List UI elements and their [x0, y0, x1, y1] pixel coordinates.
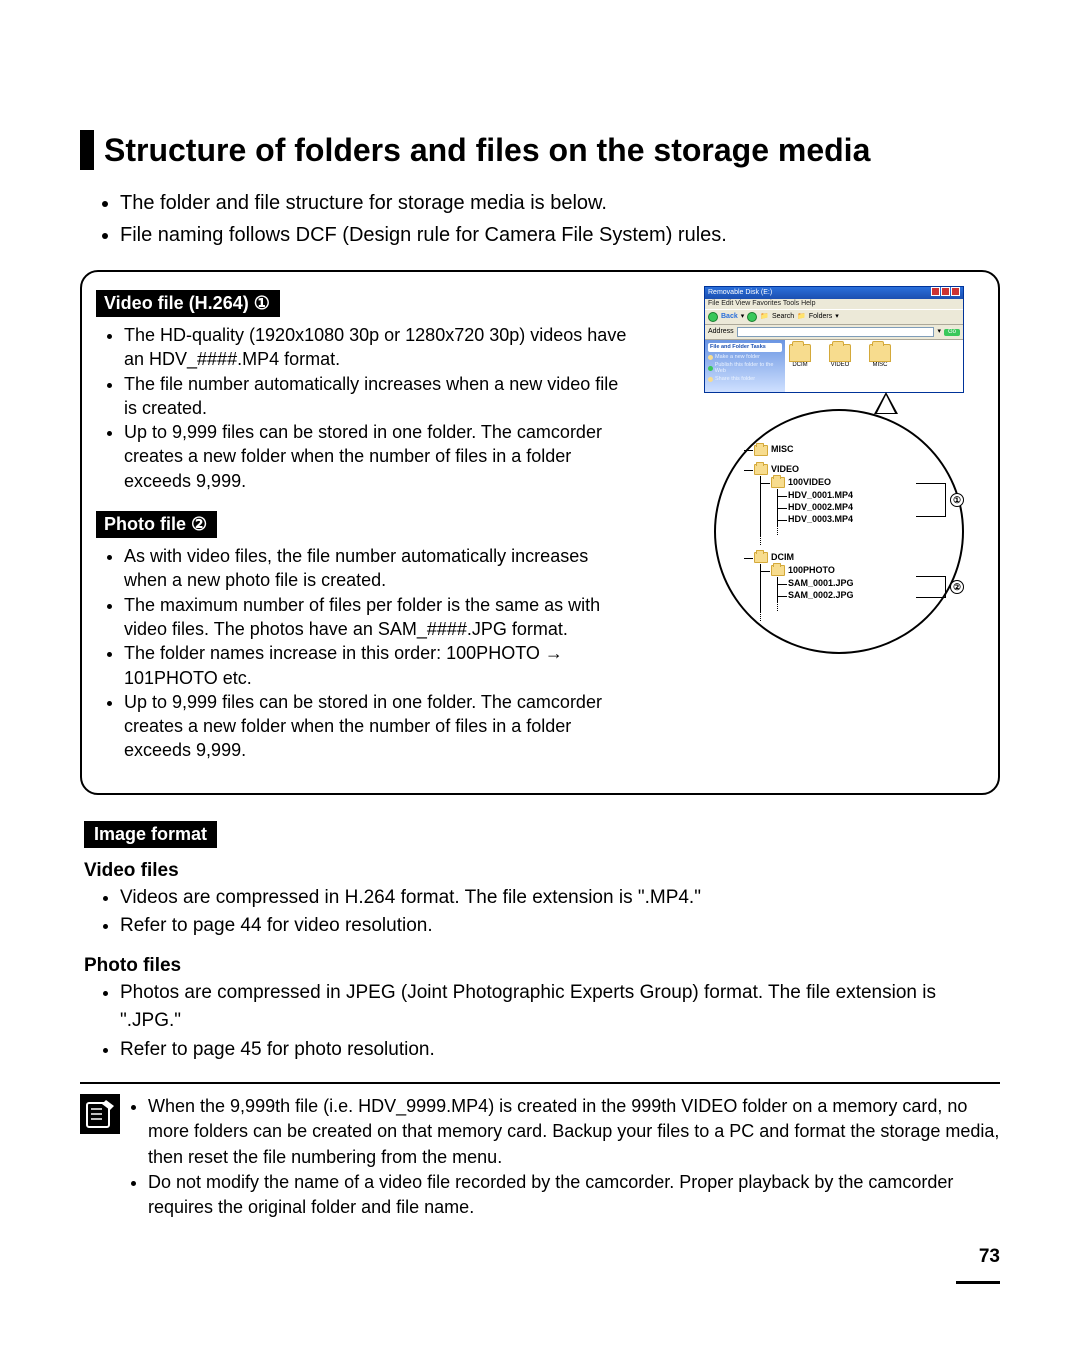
window-buttons	[930, 287, 960, 299]
explorer-content: DCIM VIDEO MISC	[785, 340, 963, 392]
sidebar-item: Publish this folder to the Web	[708, 362, 782, 375]
back-label: Back	[721, 313, 738, 321]
tree-label: 100VIDEO	[788, 477, 831, 487]
callout-marker: ②	[950, 580, 964, 594]
forward-icon	[747, 312, 757, 322]
page-title: Structure of folders and files on the st…	[104, 132, 870, 169]
intro-bullet: File naming follows DCF (Design rule for…	[120, 220, 1000, 250]
search-label: Search	[772, 313, 794, 321]
tree-file: SAM_0002.JPG	[788, 590, 854, 600]
note-item: Do not modify the name of a video file r…	[148, 1170, 1000, 1220]
video-files-head: Video files	[84, 860, 1000, 882]
folders-label: Folders	[809, 313, 832, 321]
address-field	[737, 327, 935, 337]
image-format-label: Image format	[84, 821, 217, 848]
photo-section-list: As with video files, the file number aut…	[124, 544, 636, 763]
note-item: When the 9,999th file (i.e. HDV_9999.MP4…	[148, 1094, 1000, 1170]
tree-file: SAM_0001.JPG	[788, 578, 854, 588]
folder-item: MISC	[869, 344, 891, 388]
callout-bracket	[916, 576, 946, 598]
callout-bracket	[916, 483, 946, 517]
folder-icon	[771, 565, 785, 576]
explorer-window: Removable Disk (E:) File Edit View Favor…	[704, 286, 964, 393]
intro-bullet: The folder and file structure for storag…	[120, 188, 1000, 218]
list-item: The folder names increase in this order:…	[124, 641, 636, 690]
folder-icon	[754, 464, 768, 475]
folder-icon	[829, 344, 851, 362]
list-item: Refer to page 45 for photo resolution.	[120, 1036, 1000, 1065]
list-item: Refer to page 44 for video resolution.	[120, 912, 1000, 941]
title-accent-bar	[80, 130, 94, 170]
folder-icon	[869, 344, 891, 362]
page: Structure of folders and files on the st…	[0, 0, 1080, 1350]
list-item: Videos are compressed in H.264 format. T…	[120, 884, 1000, 913]
callout-marker: ①	[950, 493, 964, 507]
list-item: The maximum number of files per folder i…	[124, 593, 636, 642]
list-item: Photos are compressed in JPEG (Joint Pho…	[120, 979, 1000, 1036]
note-list: When the 9,999th file (i.e. HDV_9999.MP4…	[148, 1094, 1000, 1220]
tree-label: VIDEO	[771, 464, 799, 474]
video-section-list: The HD-quality (1920x1080 30p or 1280x72…	[124, 323, 636, 493]
explorer-title: Removable Disk (E:)	[708, 289, 772, 297]
tree-file: HDV_0003.MP4	[788, 514, 853, 524]
balloon-tail	[874, 392, 898, 414]
folder-icon	[771, 477, 785, 488]
note-separator	[80, 1082, 1000, 1084]
page-number-underline	[956, 1281, 1000, 1284]
folder-icon	[789, 344, 811, 362]
tree-label: MISC	[771, 444, 794, 454]
folder-icon	[754, 552, 768, 563]
folder-item: DCIM	[789, 344, 811, 388]
sidebar-item: Make a new folder	[708, 354, 782, 361]
page-number: 73	[979, 1246, 1000, 1267]
photo-section-label: Photo file ②	[96, 511, 217, 538]
sidebar-item: Share this folder	[708, 376, 782, 383]
tree-balloon: MISC VIDEO 100VIDEO HDV_0001.MP4 HDV_000…	[714, 409, 964, 654]
title-row: Structure of folders and files on the st…	[80, 130, 1000, 170]
list-item: The file number automatically increases …	[124, 372, 636, 421]
video-files-list: Videos are compressed in H.264 format. T…	[120, 884, 1000, 941]
note-row: When the 9,999th file (i.e. HDV_9999.MP4…	[80, 1094, 1000, 1220]
tree-file: HDV_0001.MP4	[788, 490, 853, 500]
explorer-titlebar: Removable Disk (E:)	[705, 287, 963, 299]
intro-bullets: The folder and file structure for storag…	[120, 188, 1000, 250]
box-text-column: Video file (H.264) ① The HD-quality (192…	[96, 290, 636, 763]
explorer-toolbar: Back ▾ 📁 Search 📁 Folders ▾	[705, 309, 963, 325]
tree-label: 100PHOTO	[788, 565, 835, 575]
list-item: Up to 9,999 files can be stored in one f…	[124, 690, 636, 763]
folder-icon	[754, 445, 768, 456]
main-box: Video file (H.264) ① The HD-quality (192…	[80, 270, 1000, 795]
list-item: As with video files, the file number aut…	[124, 544, 636, 593]
list-item: The HD-quality (1920x1080 30p or 1280x72…	[124, 323, 636, 372]
photo-files-head: Photo files	[84, 955, 1000, 977]
tree-label: DCIM	[771, 552, 794, 562]
explorer-addressbar: Address ▾ Go	[705, 325, 963, 340]
page-number-block: 73	[80, 1246, 1000, 1290]
explorer-sidebar: File and Folder Tasks Make a new folder …	[705, 340, 785, 392]
explorer-menubar: File Edit View Favorites Tools Help	[705, 299, 963, 309]
back-icon	[708, 312, 718, 322]
note-icon	[80, 1094, 120, 1134]
video-section-label: Video file (H.264) ①	[96, 290, 280, 317]
tree-file: HDV_0002.MP4	[788, 502, 853, 512]
list-item: Up to 9,999 files can be stored in one f…	[124, 420, 636, 493]
go-button: Go	[944, 329, 960, 336]
folder-item: VIDEO	[829, 344, 851, 388]
photo-files-list: Photos are compressed in JPEG (Joint Pho…	[120, 979, 1000, 1065]
sidebar-head: File and Folder Tasks	[708, 343, 782, 352]
explorer-body: File and Folder Tasks Make a new folder …	[705, 340, 963, 392]
folder-illustration: Removable Disk (E:) File Edit View Favor…	[704, 286, 984, 654]
address-label: Address	[708, 328, 734, 336]
